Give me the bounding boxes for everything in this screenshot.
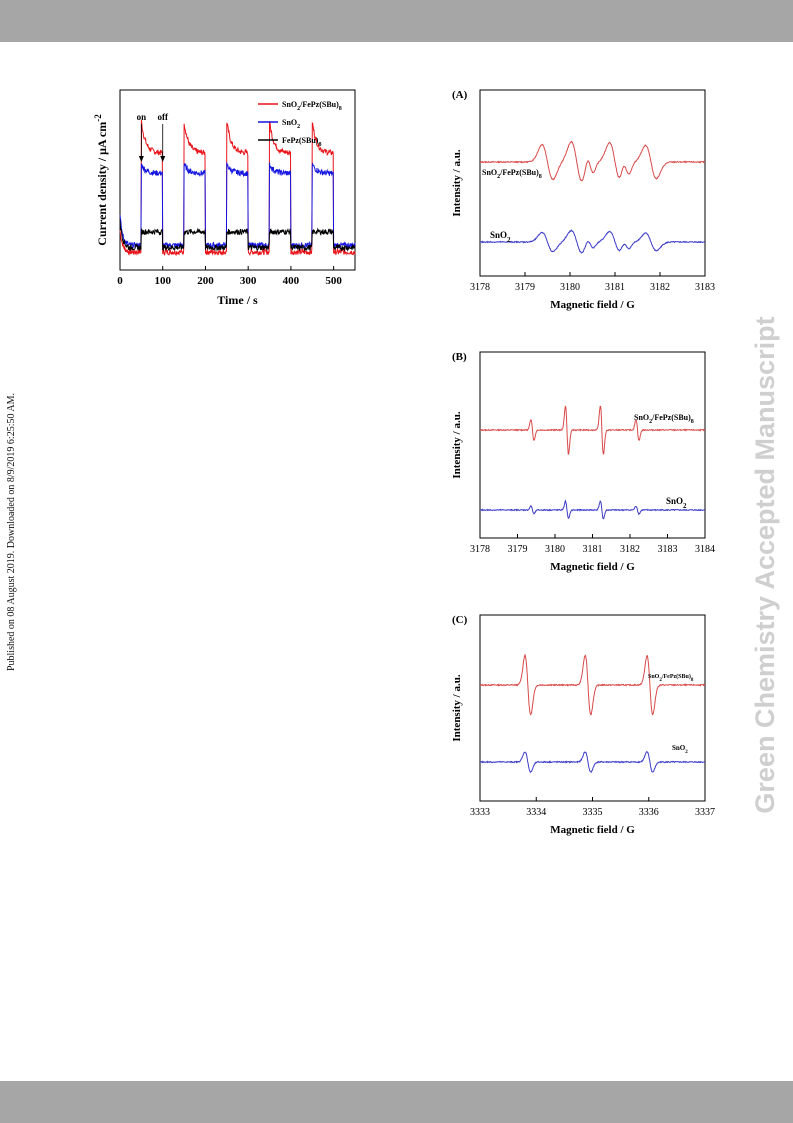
publication-side-note: Published on 08 August 2019. Downloaded … <box>3 385 23 685</box>
series-label: SnO2 <box>490 230 511 244</box>
x-tick-label: 3181 <box>583 544 603 555</box>
annotation-label: off <box>157 112 168 122</box>
x-tick-label: 500 <box>325 275 342 287</box>
data-trace <box>479 499 706 520</box>
y-axis-label: Current density / μA cm-2 <box>93 114 109 246</box>
data-trace <box>479 141 706 182</box>
x-tick-label: 0 <box>117 275 123 287</box>
y-axis-label: Intensity / a.u. <box>451 149 463 216</box>
x-tick-label: 3183 <box>658 544 678 555</box>
data-trace <box>479 751 706 774</box>
series-label: SnO2/FePz(SBu)8 <box>648 673 694 683</box>
annotation-arrowhead <box>160 156 166 162</box>
bottom-margin-bar <box>0 1081 793 1123</box>
data-trace <box>119 222 356 252</box>
data-trace <box>479 653 706 716</box>
x-tick-label: 3336 <box>639 807 659 818</box>
annotation-label: on <box>137 112 147 122</box>
epr-chart-c: (C) 3333 3334 3335 3336 3337 Magnetic field / … <box>451 614 715 836</box>
panel-label: (C) <box>452 614 468 626</box>
legend-label: SnO2/FePz(SBu)8 <box>282 100 342 112</box>
x-tick-label: 400 <box>283 275 300 287</box>
plot-frame <box>479 89 706 277</box>
x-tick-label: 3180 <box>545 544 565 555</box>
x-tick-label: 3179 <box>508 544 528 555</box>
photocurrent-chart: 0 100 200 300 400 500 Time / s Current density … <box>93 89 356 307</box>
data-trace <box>479 229 706 254</box>
x-tick-label: 200 <box>197 275 214 287</box>
x-tick-label: 3178 <box>470 282 490 293</box>
x-tick-label: 3181 <box>605 282 625 293</box>
y-axis-label: Intensity / a.u. <box>451 411 463 478</box>
panel-label: (B) <box>452 351 467 363</box>
manuscript-watermark: Green Chemistry Accepted Manuscript <box>740 265 790 865</box>
series-label: SnO2 <box>666 496 687 510</box>
series-label: SnO2/FePz(SBu)8 <box>482 168 542 180</box>
epr-chart-b: (B) 3178 3179 3180 3181 3182 3183 3184 Magnetic … <box>451 351 715 573</box>
series-label: SnO2/FePz(SBu)8 <box>634 413 694 425</box>
x-tick-label: 300 <box>240 275 257 287</box>
top-margin-bar <box>0 0 793 42</box>
data-trace <box>479 405 706 456</box>
watermark-text: Green Chemistry Accepted Manuscript <box>750 316 780 814</box>
x-tick-label: 3179 <box>515 282 535 293</box>
x-tick-label: 100 <box>154 275 171 287</box>
plot-frame <box>119 89 356 271</box>
x-tick-label: 3333 <box>470 807 490 818</box>
legend-label: SnO2 <box>282 118 300 130</box>
series-label: SnO2 <box>672 744 688 755</box>
data-trace <box>119 162 356 250</box>
x-tick-label: 3178 <box>470 544 490 555</box>
y-axis-label: Intensity / a.u. <box>451 674 463 741</box>
x-tick-label: 3182 <box>620 544 640 555</box>
x-tick-label: 3184 <box>695 544 715 555</box>
side-note-text: Published on 08 August 2019. Downloaded … <box>6 392 17 672</box>
x-tick-label: 3334 <box>526 807 546 818</box>
x-axis-label: Magnetic field / G <box>550 299 635 311</box>
data-trace <box>119 119 356 257</box>
x-tick-label: 3183 <box>695 282 715 293</box>
annotation-arrowhead <box>138 156 144 162</box>
x-tick-label: 3180 <box>560 282 580 293</box>
x-axis-label: Time / s <box>217 293 258 307</box>
x-tick-label: 3335 <box>583 807 603 818</box>
x-axis-label: Magnetic field / G <box>550 824 635 836</box>
x-tick-label: 3182 <box>650 282 670 293</box>
legend-label: FePz(SBu)8 <box>282 136 321 148</box>
x-axis-label: Magnetic field / G <box>550 561 635 573</box>
x-tick-label: 3337 <box>695 807 715 818</box>
epr-chart-a: (A) 3178 3179 3180 3181 3182 3183 Magnetic fiel… <box>451 89 715 311</box>
panel-label: (A) <box>452 89 468 101</box>
